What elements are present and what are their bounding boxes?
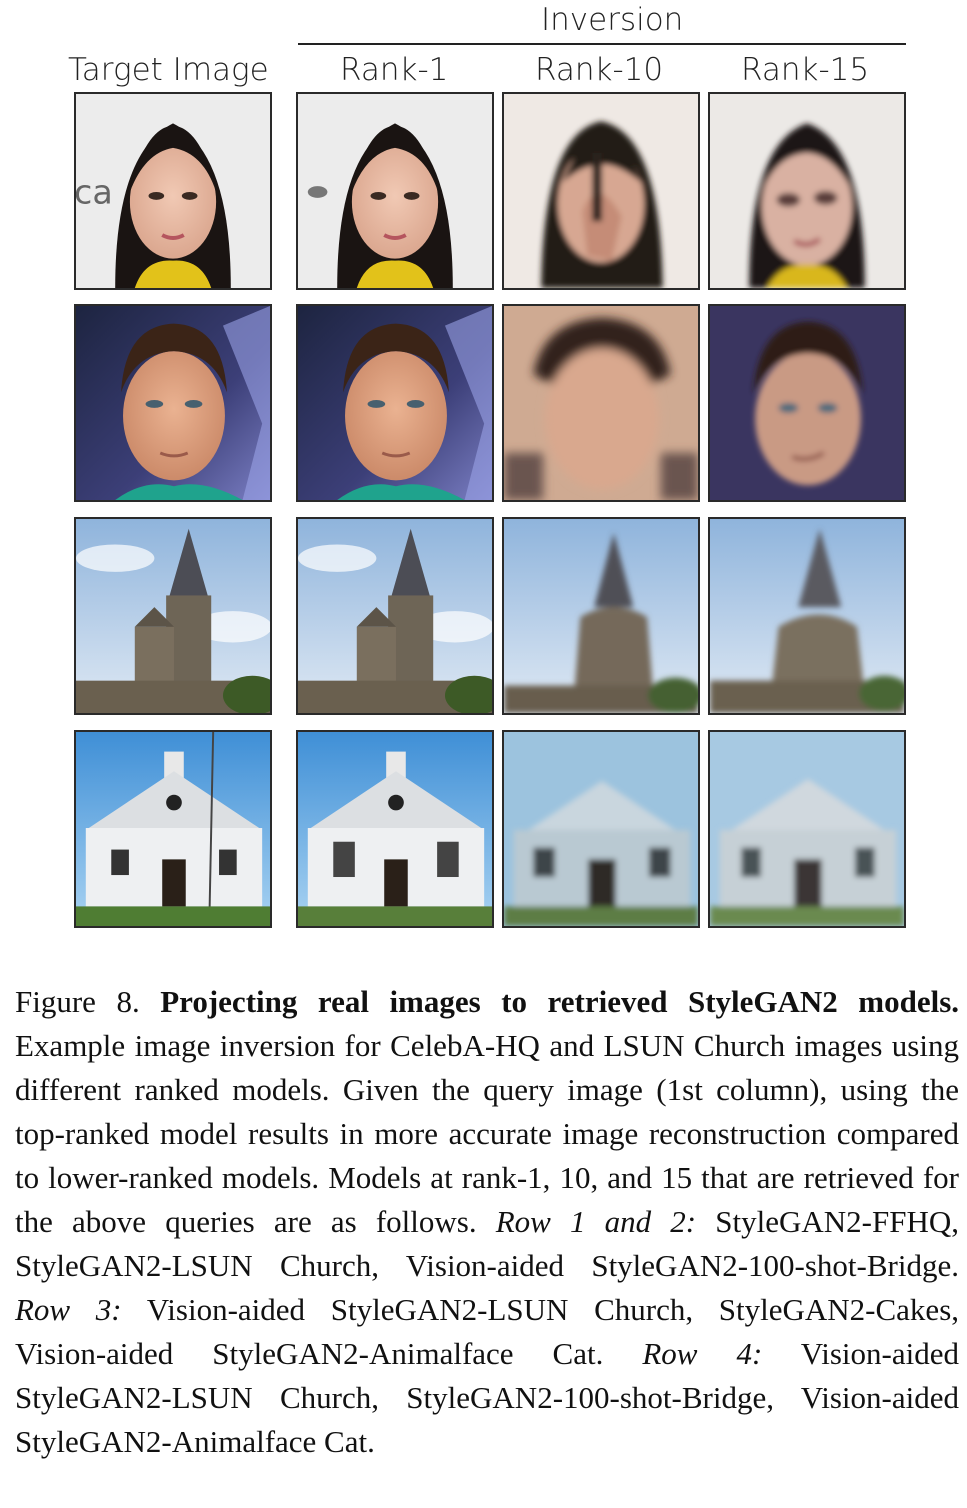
image-row3-target [74, 517, 272, 715]
image-row2-rank15 [708, 304, 906, 502]
woman-portrait-image: ca [76, 94, 270, 288]
woman-portrait-image [710, 94, 904, 288]
column-header-rank-15: Rank-15 [741, 52, 870, 88]
caption-row3-label: Row 3: [15, 1292, 122, 1327]
image-row4-rank1 [296, 730, 494, 928]
column-header-rank-1: Rank-1 [340, 52, 449, 88]
caption-title: Projecting real images to retrieved Styl… [160, 984, 960, 1019]
stone-church-image [504, 519, 698, 713]
figure-caption: Figure 8. Projecting real images to retr… [15, 980, 959, 1464]
image-row3-rank1 [296, 517, 494, 715]
caption-label: Figure 8. [15, 984, 140, 1019]
white-church-image [710, 732, 904, 926]
image-row4-rank15 [708, 730, 906, 928]
caption-row12-label: Row 1 and 2: [495, 1204, 697, 1239]
image-row1-rank10 [502, 92, 700, 290]
column-header-rank-10: Rank-10 [535, 52, 664, 88]
man-portrait-image [710, 306, 904, 500]
caption-row12-text: StyleGAN2-FFHQ, StyleGAN2-LSUN Church, V… [15, 1204, 960, 1283]
white-church-image [504, 732, 698, 926]
caption-row4-text: Vision-aided StyleGAN2-LSUN Church, Styl… [15, 1336, 960, 1459]
image-row2-target [74, 304, 272, 502]
inversion-header: Inversion [541, 2, 684, 38]
column-header-target: Target Image [68, 52, 269, 88]
white-church-image [76, 732, 270, 926]
image-row4-target [74, 730, 272, 928]
image-row2-rank1 [296, 304, 494, 502]
woman-portrait-image [504, 94, 698, 288]
image-row2-rank10 [502, 304, 700, 502]
stone-church-image [76, 519, 270, 713]
image-row1-target: ca [74, 92, 272, 290]
caption-body: Example image inversion for CelebA-HQ an… [15, 1028, 959, 1239]
man-portrait-image [76, 306, 270, 500]
image-row3-rank10 [502, 517, 700, 715]
image-row1-rank15 [708, 92, 906, 290]
white-church-image [298, 732, 492, 926]
man-portrait-image [298, 306, 492, 500]
stone-church-image [298, 519, 492, 713]
image-row4-rank10 [502, 730, 700, 928]
man-portrait-image [504, 306, 698, 500]
inversion-bracket-line [298, 43, 906, 45]
image-row3-rank15 [708, 517, 906, 715]
woman-portrait-image [298, 94, 492, 288]
svg-text:ca: ca [76, 173, 113, 212]
stone-church-image [710, 519, 904, 713]
caption-row3-text: Vision-aided StyleGAN2-LSUN Church, Styl… [15, 1292, 960, 1371]
caption-row4-label: Row 4: [642, 1336, 763, 1371]
image-row1-rank1 [296, 92, 494, 290]
